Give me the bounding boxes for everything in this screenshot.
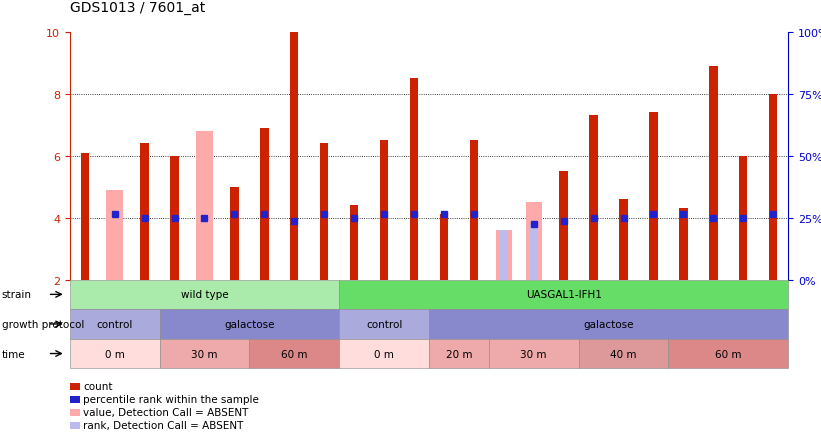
Text: growth protocol: growth protocol [2, 319, 84, 329]
Bar [739, 156, 747, 280]
Bar [171, 156, 179, 280]
Bar [440, 215, 448, 280]
Bar [709, 66, 718, 280]
Bar [107, 190, 123, 280]
Text: 40 m: 40 m [610, 349, 637, 358]
Text: value, Detection Call = ABSENT: value, Detection Call = ABSENT [83, 407, 248, 417]
Text: 60 m: 60 m [715, 349, 741, 358]
Bar [649, 113, 658, 280]
Bar [350, 206, 358, 280]
Bar [290, 33, 299, 280]
Bar [230, 187, 239, 280]
Text: time: time [2, 349, 25, 358]
Bar [410, 79, 418, 280]
Text: control: control [97, 319, 133, 329]
Bar [525, 203, 542, 280]
Text: strain: strain [2, 290, 32, 299]
Bar [500, 230, 507, 280]
Text: rank, Detection Call = ABSENT: rank, Detection Call = ABSENT [83, 420, 243, 430]
Text: 0 m: 0 m [105, 349, 125, 358]
Bar [380, 141, 388, 280]
Bar [769, 95, 777, 280]
Text: UASGAL1-IFH1: UASGAL1-IFH1 [525, 290, 602, 299]
Text: galactose: galactose [224, 319, 275, 329]
Text: GDS1013 / 7601_at: GDS1013 / 7601_at [70, 1, 205, 15]
Text: 30 m: 30 m [191, 349, 218, 358]
Text: 0 m: 0 m [374, 349, 394, 358]
Bar [260, 128, 268, 280]
Text: wild type: wild type [181, 290, 228, 299]
Text: control: control [366, 319, 402, 329]
Text: percentile rank within the sample: percentile rank within the sample [83, 394, 259, 404]
Bar [320, 144, 328, 280]
Bar [496, 230, 512, 280]
Bar [470, 141, 478, 280]
Text: 20 m: 20 m [446, 349, 472, 358]
Bar [559, 172, 568, 280]
Text: galactose: galactose [583, 319, 634, 329]
Bar [589, 116, 598, 280]
Text: 30 m: 30 m [521, 349, 547, 358]
Text: count: count [83, 381, 112, 391]
Bar [530, 224, 538, 280]
Bar [619, 200, 628, 280]
Bar [679, 209, 688, 280]
Bar [80, 153, 89, 280]
Bar [140, 144, 149, 280]
Bar [196, 132, 213, 280]
Text: 60 m: 60 m [281, 349, 308, 358]
